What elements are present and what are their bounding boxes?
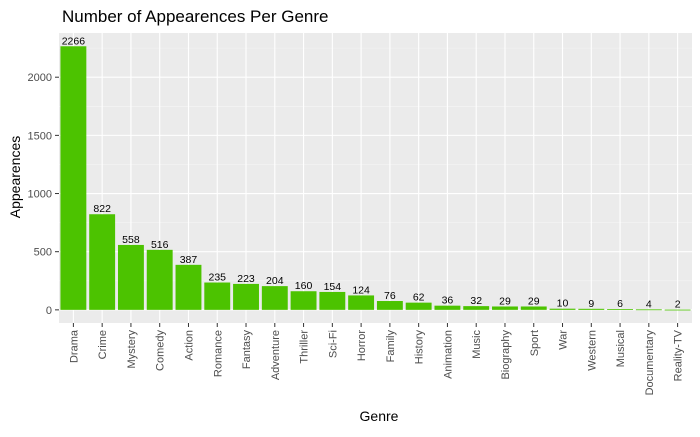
x-tick-label-sport: Sport — [529, 330, 541, 356]
y-tick-label: 1000 — [28, 189, 52, 201]
x-tick-label-history: History — [414, 330, 426, 365]
bar-sci-fi — [319, 291, 346, 310]
x-tick-label-comedy: Comedy — [155, 330, 167, 371]
bar-history — [405, 302, 432, 310]
x-tick-label-reality-tv: Reality-TV — [673, 329, 685, 381]
bar-romance — [204, 282, 231, 310]
bar-western — [578, 308, 605, 310]
bar-animation — [434, 305, 461, 310]
bar-family — [376, 301, 403, 310]
x-tick-label-animation: Animation — [442, 330, 454, 379]
bar-war — [549, 308, 576, 310]
y-tick-label: 1500 — [28, 130, 52, 142]
x-tick-label-romance: Romance — [212, 330, 224, 377]
bar-thriller — [290, 291, 317, 310]
bar-horror — [348, 295, 375, 310]
y-axis: 0 500 1000 1500 2000 — [28, 72, 59, 317]
bar-musical — [607, 309, 634, 310]
y-tick-label: 2000 — [28, 72, 52, 84]
data-label-biography: 29 — [499, 295, 511, 307]
chart-title: Number of Appearences Per Genre — [62, 7, 328, 26]
data-label-sci-fi: 154 — [324, 281, 342, 293]
data-label-thriller: 160 — [295, 280, 313, 292]
data-label-family: 76 — [384, 290, 396, 302]
data-label-animation: 36 — [442, 295, 454, 307]
x-tick-label-sci-fi: Sci-Fi — [327, 330, 339, 358]
y-axis-title: Appearences — [7, 136, 23, 219]
x-tick-label-western: Western — [586, 330, 598, 371]
x-tick-label-fantasy: Fantasy — [241, 330, 253, 370]
data-label-western: 9 — [588, 298, 594, 310]
bars — [60, 46, 691, 311]
bar-biography — [492, 306, 518, 310]
x-tick-label-music: Music — [471, 330, 483, 359]
data-label-war: 10 — [557, 298, 569, 310]
bar-crime — [89, 214, 116, 310]
x-tick-label-adventure: Adventure — [270, 330, 282, 380]
x-tick-label-mystery: Mystery — [126, 330, 138, 369]
y-tick-label: 500 — [34, 247, 52, 259]
x-tick-label-action: Action — [183, 330, 195, 361]
bar-comedy — [146, 249, 173, 310]
data-label-music: 32 — [470, 295, 482, 307]
x-tick-label-thriller: Thriller — [299, 330, 311, 364]
x-tick-label-biography: Biography — [500, 330, 512, 380]
data-label-history: 62 — [413, 292, 425, 304]
data-label-reality-tv: 2 — [675, 299, 681, 311]
x-tick-label-family: Family — [385, 330, 397, 363]
x-tick-label-crime: Crime — [97, 330, 109, 359]
data-label-comedy: 516 — [151, 239, 169, 251]
bar-documentary — [635, 309, 662, 311]
x-tick-label-documentary: Documentary — [644, 330, 656, 396]
x-axis-title: Genre — [360, 408, 399, 424]
data-label-crime: 822 — [93, 203, 111, 215]
data-label-documentary: 4 — [646, 298, 652, 310]
data-label-fantasy: 223 — [237, 273, 255, 285]
data-label-sport: 29 — [528, 295, 540, 307]
data-label-adventure: 204 — [266, 275, 284, 287]
data-label-action: 387 — [180, 254, 198, 266]
bar-drama — [60, 46, 87, 310]
x-tick-label-war: War — [558, 330, 570, 350]
bar-adventure — [261, 286, 288, 310]
bar-reality-tv — [664, 309, 691, 311]
data-label-musical: 6 — [617, 298, 623, 310]
bar-music — [463, 306, 490, 310]
bar-sport — [520, 306, 547, 310]
data-label-drama: 2266 — [62, 35, 86, 47]
bar-mystery — [117, 244, 144, 310]
x-tick-label-horror: Horror — [356, 330, 368, 362]
bar-action — [175, 264, 202, 310]
y-tick-label: 0 — [46, 305, 52, 317]
data-label-romance: 235 — [208, 272, 226, 284]
x-tick-label-drama: Drama — [68, 329, 80, 363]
bar-fantasy — [233, 283, 259, 310]
x-axis: Drama Crime Mystery Comedy Action Romance Fant… — [68, 323, 685, 396]
data-label-mystery: 558 — [122, 234, 140, 246]
data-label-horror: 124 — [352, 284, 370, 296]
x-tick-label-musical: Musical — [615, 330, 627, 367]
